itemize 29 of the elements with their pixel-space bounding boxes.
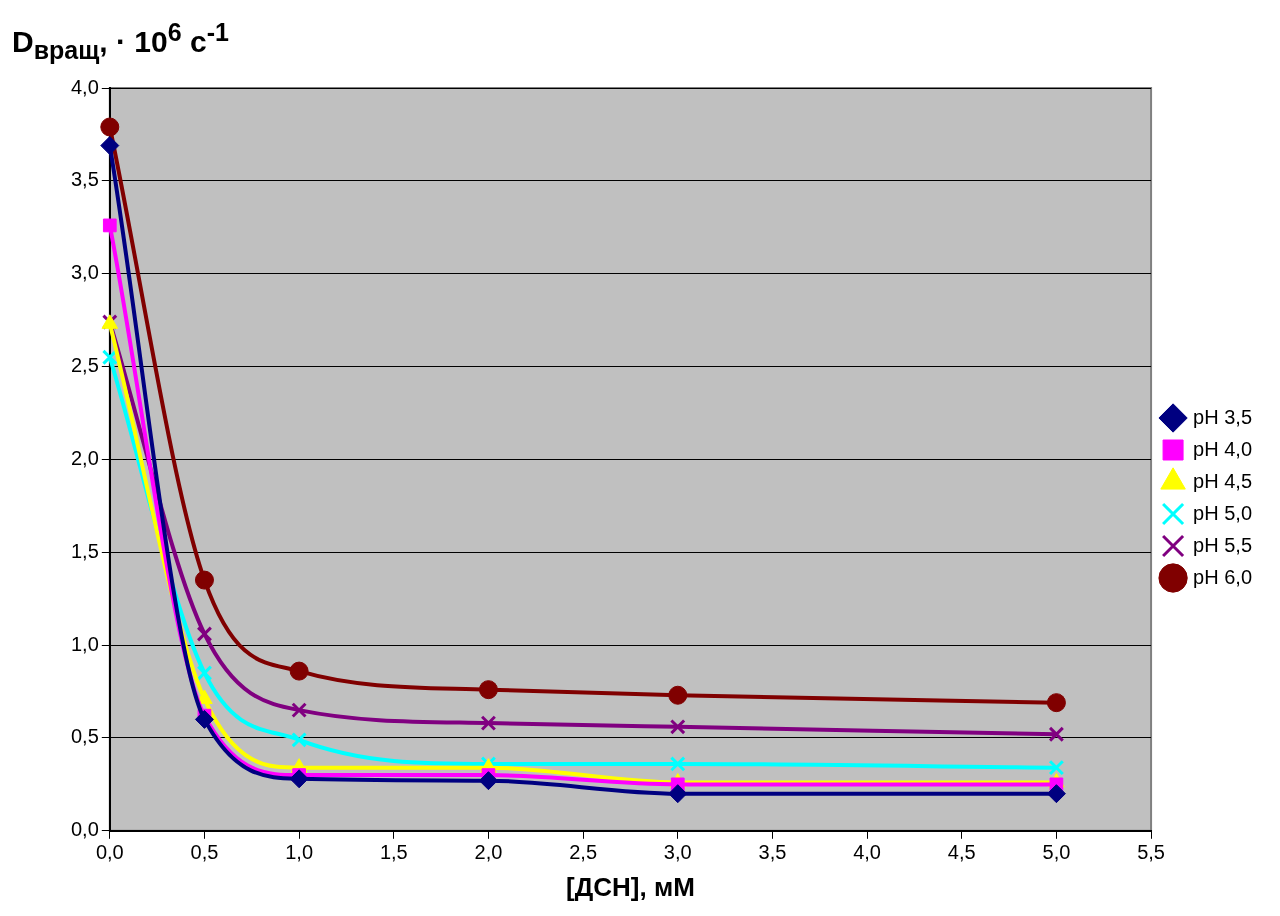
- legend-label: pH 6,0: [1193, 565, 1253, 588]
- y-tick-label: 1,5: [70, 539, 99, 562]
- y-tick-label: 3,5: [70, 168, 99, 191]
- x-tick-label: 3,0: [663, 841, 692, 864]
- x-tick-label: 4,5: [947, 841, 976, 864]
- y-tick-label: 3,0: [70, 261, 99, 284]
- y-tick-label: 2,0: [70, 446, 99, 469]
- legend-label: pH 5,0: [1193, 501, 1253, 524]
- x-tick-label: 3,5: [758, 841, 787, 864]
- x-tick-label: 2,0: [474, 841, 503, 864]
- legend-label: pH 4,5: [1193, 469, 1253, 492]
- x-tick-label: 0,5: [190, 841, 219, 864]
- y-tick-label: 2,5: [70, 354, 99, 377]
- x-axis-title: [ДСН], мМ: [566, 871, 695, 902]
- legend-label: pH 4,0: [1193, 437, 1253, 460]
- y-tick-label: 0,0: [70, 818, 99, 841]
- x-tick-label: 1,0: [285, 841, 314, 864]
- legend-label: pH 3,5: [1193, 405, 1253, 428]
- y-tick-label: 1,0: [70, 632, 99, 655]
- x-tick-label: 5,5: [1137, 841, 1165, 864]
- x-tick-label: 4,0: [853, 841, 881, 864]
- x-tick-label: 1,5: [379, 841, 408, 864]
- x-tick-label: 2,5: [569, 841, 598, 864]
- legend-label: pH 5,5: [1193, 533, 1253, 556]
- x-tick-label: 5,0: [1042, 841, 1071, 864]
- y-tick-label: 0,5: [70, 725, 99, 748]
- y-axis-title: D$_{вращ}$, · 10$^{6}$ с$^{-1}$: [12, 18, 229, 65]
- x-tick-label: 0,0: [95, 841, 124, 864]
- y-tick-label: 4,0: [70, 75, 99, 98]
